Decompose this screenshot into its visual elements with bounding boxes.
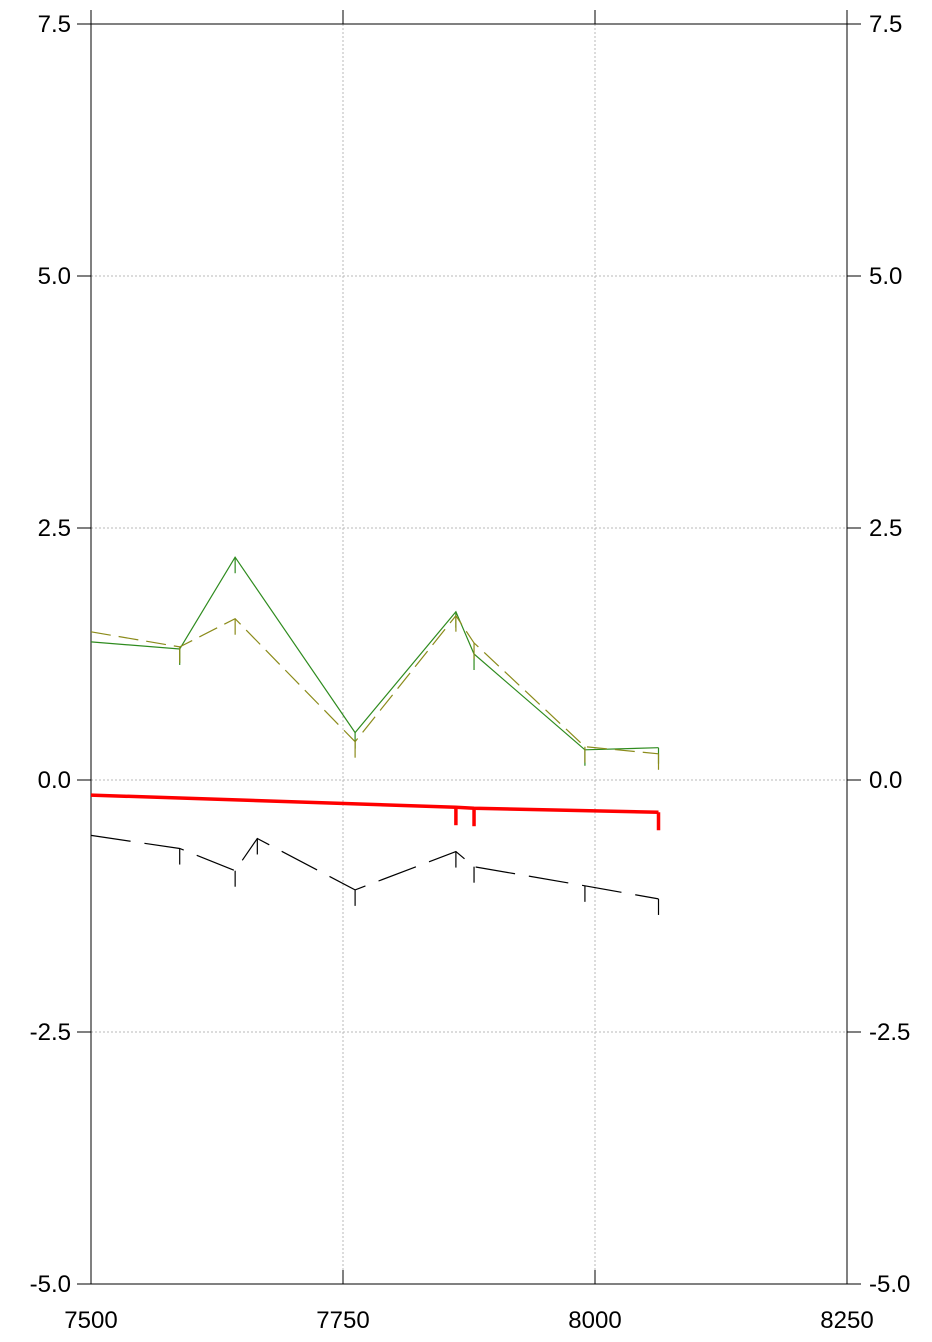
y-tick-label-right: 5.0: [869, 263, 902, 290]
series-line-3: [90, 834, 659, 900]
y-tick-label-right: 2.5: [869, 515, 902, 542]
x-tick-label: 8250: [820, 1307, 873, 1334]
series-line-0: [90, 556, 659, 751]
grid-layer: [91, 24, 847, 1284]
series-layer: [90, 556, 661, 915]
y-tick-label-left: -5.0: [30, 1271, 71, 1298]
axes-layer: [77, 10, 861, 1285]
y-tick-label-left: 5.0: [38, 263, 71, 290]
y-tick-label-left: 7.5: [38, 11, 71, 38]
series-line-1: [90, 614, 659, 755]
label-layer: 7500 7750 8000 8250 7.5 7.5 5.0 5.0 2.5 2.5 0.0 0.0…: [30, 11, 911, 1334]
x-tick-label: 7750: [316, 1307, 369, 1334]
y-tick-label-right: -5.0: [869, 1271, 910, 1298]
x-tick-label: 8000: [568, 1307, 621, 1334]
y-tick-label-left: 2.5: [38, 515, 71, 542]
y-tick-label-left: -2.5: [30, 1019, 71, 1046]
x-tick-label: 7500: [64, 1307, 117, 1334]
series-line-2: [90, 793, 659, 815]
y-tick-label-left: 0.0: [38, 767, 71, 794]
y-tick-label-right: -2.5: [869, 1019, 910, 1046]
y-tick-label-right: 7.5: [869, 11, 902, 38]
y-tick-label-right: 0.0: [869, 767, 902, 794]
